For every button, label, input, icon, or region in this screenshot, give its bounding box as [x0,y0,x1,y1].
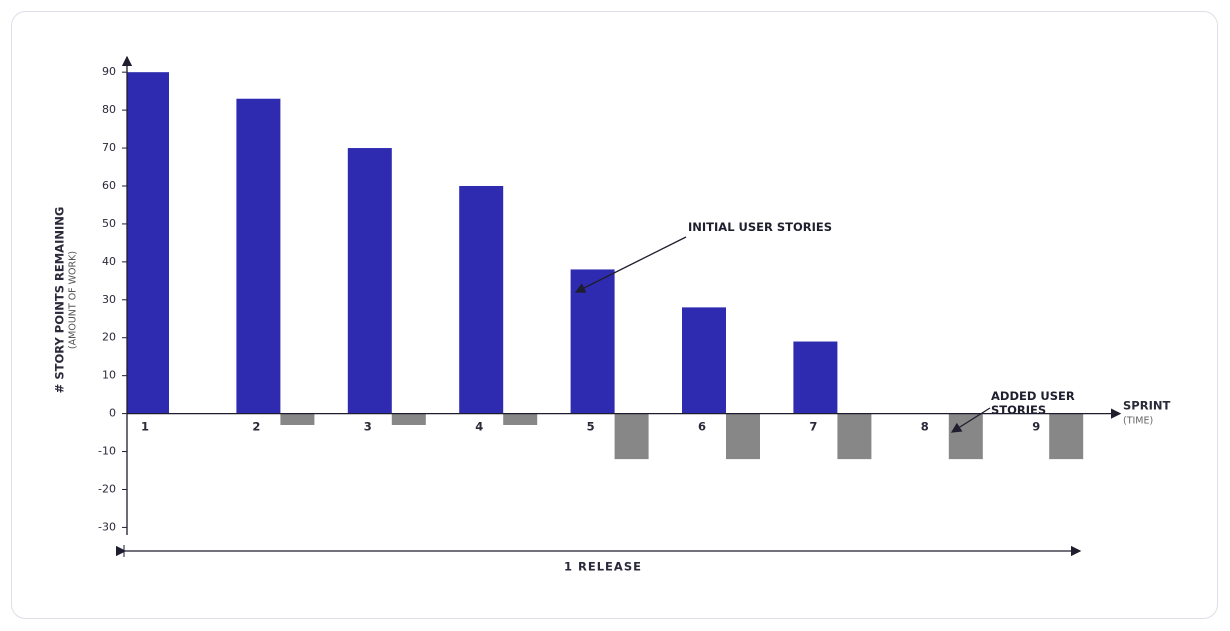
y-tick-label: -10 [98,445,116,458]
bar [459,185,504,414]
bar [391,413,426,425]
x-axis-sublabel: (TIME) [1123,416,1153,427]
x-tick-label: 4 [475,420,483,434]
bar [570,269,615,414]
y-tick-label: 40 [102,255,116,268]
bar [347,148,392,414]
x-tick-label: 6 [698,420,706,434]
bar [837,413,872,460]
x-tick-label: 7 [809,420,817,434]
release-label: 1 RELEASE [564,560,642,574]
x-tick-label: 1 [141,420,149,434]
y-tick-label: 30 [102,293,116,306]
y-axis-label: # STORY POINTS REMAINING [53,207,67,394]
bar [682,307,726,414]
bar [127,72,169,414]
annotation-arrow [950,407,991,433]
x-tick-label: 5 [587,420,595,434]
bar [503,413,538,425]
x-tick-label: 3 [364,420,372,434]
y-tick-label: 80 [102,103,116,116]
bar [280,413,315,425]
x-axis-label: SPRINT [1123,399,1170,413]
bar [793,341,838,414]
x-tick-label: 8 [921,420,929,434]
y-tick-label: -20 [98,482,116,495]
y-tick-label: 90 [102,65,116,78]
y-tick-label: 60 [102,179,116,192]
bar [236,98,281,414]
annotation-arrow [574,236,687,293]
x-tick-label: 9 [1032,420,1040,434]
y-tick-label: 70 [102,141,116,154]
y-tick-label: 10 [102,369,116,382]
y-tick-label: 50 [102,217,116,230]
x-tick-label: 2 [252,420,260,434]
y-tick-label: 0 [109,407,116,420]
bar [614,413,649,460]
bar [726,413,760,460]
annotation-initial: INITIAL USER STORIES [688,220,833,234]
bar [1049,413,1084,460]
annotation-added: ADDED USER STORIES [991,389,1075,417]
y-axis-sublabel: (AMOUNT OF WORK) [68,251,79,349]
y-tick-label: 20 [102,331,116,344]
y-tick-label: -30 [98,520,116,533]
bar [948,413,983,460]
